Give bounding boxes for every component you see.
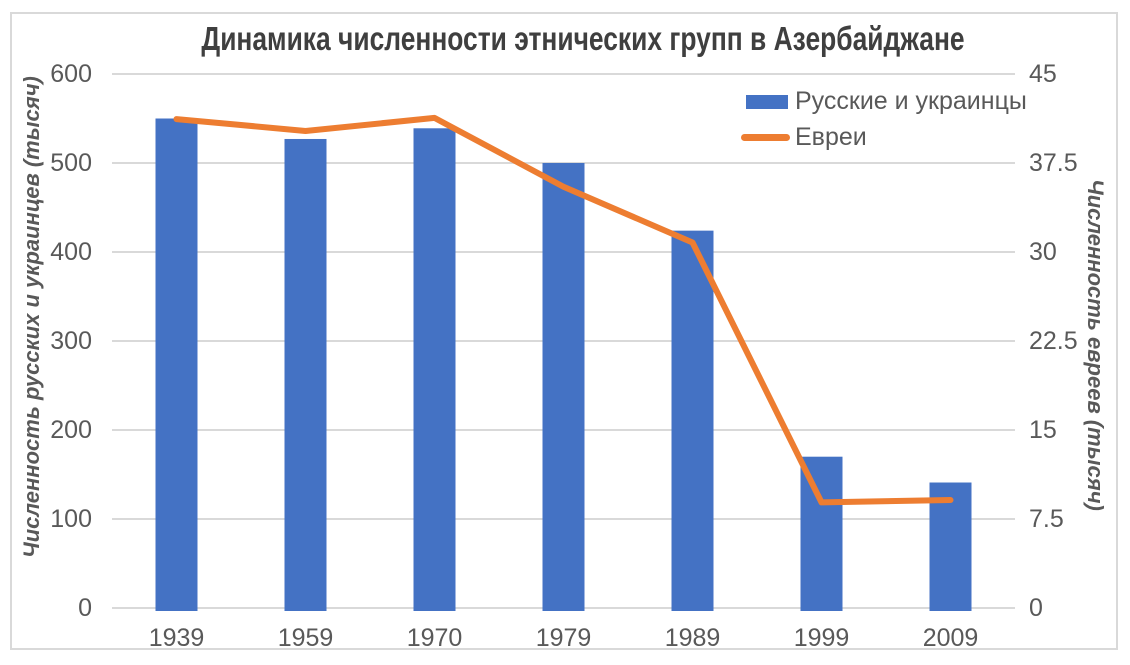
right-axis-tick-30: 30 bbox=[1029, 238, 1057, 266]
bar-1939 bbox=[155, 118, 198, 611]
left-axis-tick-0: 0 bbox=[78, 594, 92, 622]
legend-line-swatch bbox=[741, 134, 790, 141]
right-axis-tick-22.5: 22.5 bbox=[1029, 327, 1078, 355]
right-axis-tick-0: 0 bbox=[1029, 594, 1043, 622]
chart-border-frame bbox=[10, 12, 1118, 650]
right-axis-tick-37.5: 37.5 bbox=[1029, 149, 1078, 177]
legend-label-line-series: Евреи bbox=[795, 123, 867, 151]
x-axis-tick-2009: 2009 bbox=[922, 624, 979, 652]
line-series-jews bbox=[173, 114, 954, 506]
x-axis-tick-1999: 1999 bbox=[793, 624, 850, 652]
left-axis-tick-200: 200 bbox=[50, 416, 92, 444]
right-axis-tick-7.5: 7.5 bbox=[1029, 505, 1064, 533]
x-axis-tick-1970: 1970 bbox=[406, 624, 463, 652]
left-axis-tick-100: 100 bbox=[50, 505, 92, 533]
right-axis-title: Численность евреев (тысяч) bbox=[1083, 179, 1108, 511]
bar-1989 bbox=[671, 230, 714, 611]
x-axis-tick-1959: 1959 bbox=[277, 624, 334, 652]
chart-title: Динамика численности этнических групп в … bbox=[201, 20, 965, 57]
x-axis-tick-1979: 1979 bbox=[535, 624, 592, 652]
left-axis-tick-300: 300 bbox=[50, 327, 92, 355]
right-axis-tick-15: 15 bbox=[1029, 416, 1057, 444]
legend-label-bar-series: Русские и украинцы bbox=[795, 87, 1027, 115]
bar-1999 bbox=[800, 456, 843, 611]
bar-2009 bbox=[929, 482, 972, 611]
x-axis-tick-1939: 1939 bbox=[148, 624, 205, 652]
right-axis-tick-45: 45 bbox=[1029, 60, 1057, 88]
legend-bar-swatch bbox=[746, 95, 788, 109]
bar-1959 bbox=[284, 138, 327, 611]
left-axis-tick-400: 400 bbox=[50, 238, 92, 266]
left-axis-tick-600: 600 bbox=[50, 60, 92, 88]
x-axis-tick-1989: 1989 bbox=[664, 624, 721, 652]
bar-1979 bbox=[542, 163, 585, 611]
left-axis-tick-500: 500 bbox=[50, 149, 92, 177]
bar-1970 bbox=[413, 128, 456, 612]
